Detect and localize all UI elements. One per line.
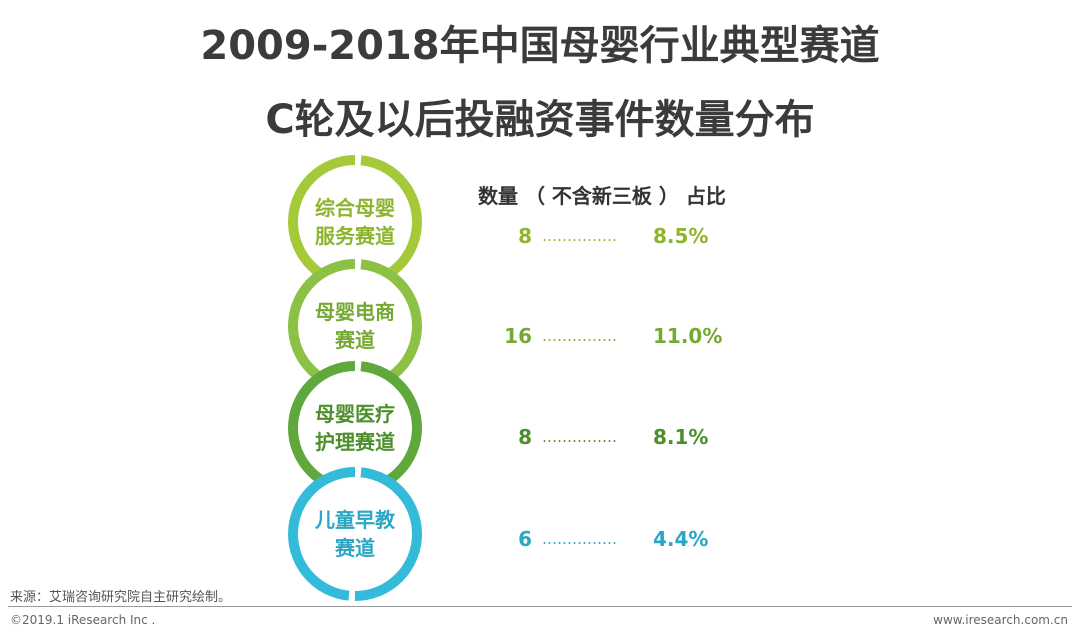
dotted-leader: ……………	[542, 530, 617, 548]
track-label-line1: 母婴医疗	[315, 402, 395, 426]
ring-notch-1	[287, 154, 423, 290]
track-label: 综合母婴 服务赛道	[285, 194, 425, 250]
data-row: 6 …………… 4.4%	[470, 524, 770, 554]
percent-share: 8.1%	[653, 425, 709, 449]
footer-divider	[8, 606, 1072, 607]
track-label-line1: 母婴电商	[315, 300, 395, 324]
percent-share: 4.4%	[653, 527, 709, 551]
event-count: 8	[518, 224, 532, 248]
event-count: 16	[504, 324, 532, 348]
chart-title-line1: 2009-2018年中国母婴行业典型赛道	[200, 23, 880, 69]
track-label-line2: 赛道	[335, 536, 375, 560]
track-label-line2: 护理赛道	[315, 430, 395, 454]
ring-notch-3	[287, 360, 423, 496]
track-label: 母婴电商 赛道	[285, 298, 425, 354]
percent-share: 11.0%	[653, 324, 723, 348]
percent-share: 8.5%	[653, 224, 709, 248]
dotted-leader: ……………	[542, 428, 617, 446]
dotted-leader: ……………	[542, 227, 617, 245]
copyright-text: ©2019.1 iResearch Inc .	[10, 613, 156, 627]
data-row: 8 …………… 8.1%	[470, 422, 770, 452]
website-text: www.iresearch.com.cn	[933, 613, 1068, 627]
event-count: 8	[518, 425, 532, 449]
track-label-line1: 儿童早教	[315, 508, 395, 532]
ring-notch-2	[287, 258, 423, 394]
chart-title-line2: C轮及以后投融资事件数量分布	[265, 97, 815, 143]
data-row: 16 …………… 11.0%	[470, 321, 770, 351]
track-label: 儿童早教 赛道	[285, 506, 425, 562]
source-note: 来源：艾瑞咨询研究院自主研究绘制。	[10, 590, 232, 605]
track-label-line1: 综合母婴	[315, 196, 395, 220]
track-label-line2: 服务赛道	[315, 224, 395, 248]
column-header: 数量 （ 不含新三板 ） 占比	[478, 184, 726, 208]
data-row: 8 …………… 8.5%	[470, 221, 770, 251]
track-label-line2: 赛道	[335, 328, 375, 352]
event-count: 6	[518, 527, 532, 551]
track-label: 母婴医疗 护理赛道	[285, 400, 425, 456]
dotted-leader: ……………	[542, 327, 617, 345]
ring-notch-4	[287, 466, 423, 602]
